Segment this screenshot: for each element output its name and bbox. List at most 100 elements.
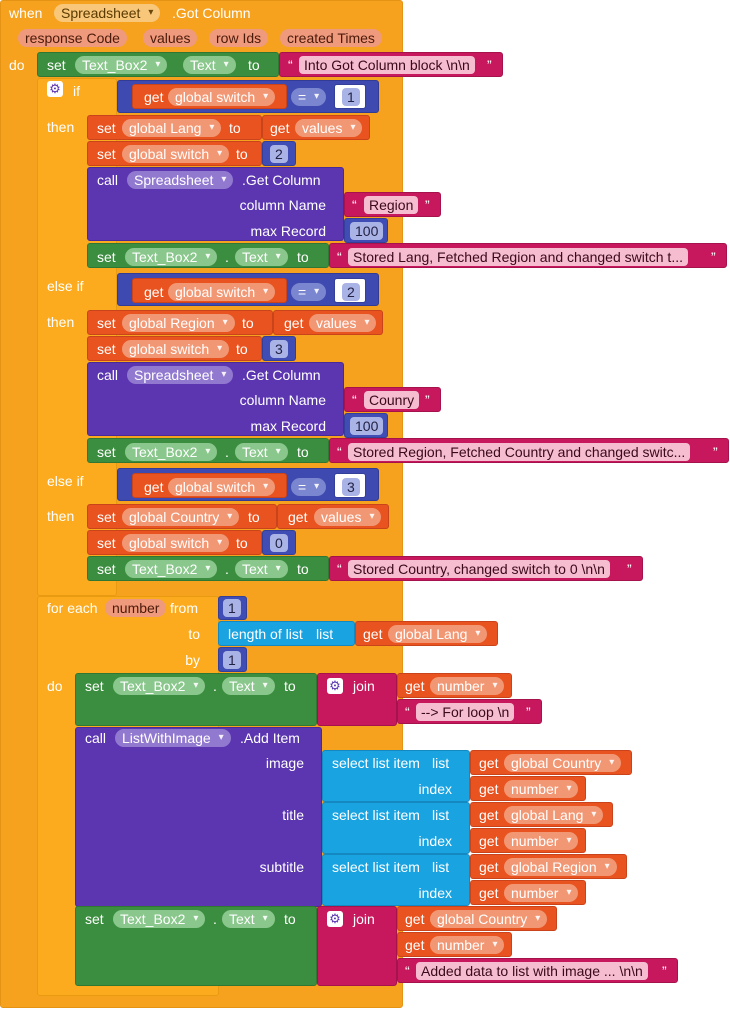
component-dropdown[interactable]: Text_Box2 <box>125 560 218 578</box>
variable-dropdown[interactable]: number <box>430 677 505 695</box>
quote-left: “ <box>337 249 342 265</box>
variable-dropdown[interactable]: global Country <box>504 754 622 772</box>
param-response-code[interactable]: response Code <box>18 29 127 47</box>
variable-dropdown[interactable]: global Country <box>430 910 548 928</box>
call-add-item-block[interactable] <box>75 727 322 907</box>
variable-dropdown[interactable]: values <box>295 119 363 137</box>
property-dropdown[interactable]: Text <box>222 910 275 928</box>
variable-dropdown[interactable]: global Lang <box>122 119 222 137</box>
operator-dropdown[interactable]: = <box>291 283 327 301</box>
string-for-loop[interactable]: --> For loop \n <box>416 703 515 721</box>
param-values[interactable]: values <box>143 29 198 47</box>
component-dropdown[interactable]: ListWithImage <box>115 729 231 747</box>
property-dropdown[interactable]: Text <box>222 677 275 695</box>
string-stored-country[interactable]: Stored Country, changed switch to 0 \n\n <box>348 560 610 578</box>
property-dropdown[interactable]: Text <box>235 560 288 578</box>
variable-dropdown[interactable]: global switch <box>168 478 276 496</box>
list-label: list <box>432 807 450 823</box>
number-literal[interactable]: 100 <box>350 417 384 435</box>
number-literal[interactable]: 3 <box>270 340 288 358</box>
variable-dropdown[interactable]: global Lang <box>504 806 604 824</box>
variable-dropdown[interactable]: values <box>309 314 377 332</box>
title-label: title <box>282 807 304 823</box>
get-keyword: get <box>405 911 425 927</box>
component-dropdown[interactable]: Text_Box2 <box>75 56 168 74</box>
get-keyword: get <box>144 89 164 105</box>
param-row-ids[interactable]: row Ids <box>209 29 269 47</box>
get-keyword: get <box>144 479 164 495</box>
to-keyword: to <box>297 249 309 265</box>
number-literal[interactable]: 1 <box>223 599 241 617</box>
component-dropdown[interactable]: Text_Box2 <box>125 443 218 461</box>
get-keyword: get <box>479 833 499 849</box>
variable-dropdown[interactable]: global Region <box>122 314 235 332</box>
get-keyword: get <box>479 755 499 771</box>
component-dropdown[interactable]: Text_Box2 <box>113 910 206 928</box>
component-dropdown[interactable]: Text_Box2 <box>113 677 206 695</box>
get-keyword: get <box>479 807 499 823</box>
component-dropdown[interactable]: Text_Box2 <box>125 248 218 266</box>
index-label: index <box>418 833 452 849</box>
length-of-list-block[interactable] <box>218 621 355 646</box>
string-stored-lang[interactable]: Stored Lang, Fetched Region and changed … <box>348 248 688 266</box>
number-literal[interactable]: 1 <box>342 88 360 106</box>
variable-dropdown[interactable]: global switch <box>168 283 276 301</box>
string-stored-region[interactable]: Stored Region, Fetched Country and chang… <box>348 443 691 461</box>
property-dropdown[interactable]: Text <box>183 56 236 74</box>
set-keyword: set <box>85 678 104 694</box>
number-literal[interactable]: 100 <box>350 222 384 240</box>
property-dropdown[interactable]: Text <box>235 248 288 266</box>
join-keyword: join <box>353 911 375 927</box>
param-created-times[interactable]: created Times <box>280 29 382 47</box>
component-dropdown[interactable]: Spreadsheet <box>127 366 234 384</box>
quote-left: “ <box>352 197 357 213</box>
mutator-gear-icon[interactable]: ⚙ <box>327 678 343 694</box>
event-component-dropdown[interactable]: Spreadsheet <box>54 4 161 22</box>
from-keyword: from <box>170 600 198 616</box>
string-region[interactable]: Region <box>364 196 419 214</box>
to-keyword: to <box>229 120 241 136</box>
property-dropdown[interactable]: Text <box>235 443 288 461</box>
loop-variable[interactable]: number <box>105 599 167 617</box>
variable-dropdown[interactable]: number <box>430 936 505 954</box>
component-dropdown[interactable]: Spreadsheet <box>127 171 234 189</box>
variable-dropdown[interactable]: number <box>504 832 579 850</box>
call-keyword: call <box>97 367 119 383</box>
to-keyword: to <box>236 146 248 162</box>
variable-dropdown[interactable]: number <box>504 884 579 902</box>
select-list-item-block[interactable] <box>322 854 470 906</box>
mutator-gear-icon[interactable]: ⚙ <box>327 911 343 927</box>
variable-dropdown[interactable]: global switch <box>122 340 230 358</box>
quote-left: “ <box>337 561 342 577</box>
quote-left: “ <box>352 392 357 408</box>
variable-dropdown[interactable]: global Country <box>122 508 240 526</box>
string-added-data[interactable]: Added data to list with image ... \n\n <box>416 962 648 980</box>
number-literal[interactable]: 0 <box>270 534 288 552</box>
set-keyword: set <box>97 561 116 577</box>
select-list-item-block[interactable] <box>322 750 470 802</box>
variable-dropdown[interactable]: number <box>504 780 579 798</box>
else-if-keyword: else if <box>47 473 84 489</box>
string-into-got-column[interactable]: Into Got Column block \n\n <box>299 56 475 74</box>
method-name: .Get Column <box>242 367 321 383</box>
variable-dropdown[interactable]: global switch <box>122 534 230 552</box>
select-list-item-block[interactable] <box>322 802 470 854</box>
variable-dropdown[interactable]: global switch <box>168 88 276 106</box>
variable-dropdown[interactable]: values <box>314 508 382 526</box>
variable-dropdown[interactable]: global Region <box>504 858 617 876</box>
operator-dropdown[interactable]: = <box>291 88 327 106</box>
number-literal[interactable]: 1 <box>223 651 241 669</box>
variable-dropdown[interactable]: global Lang <box>388 625 488 643</box>
number-literal[interactable]: 2 <box>270 145 288 163</box>
subtitle-label: subtitle <box>259 859 304 875</box>
number-literal[interactable]: 2 <box>342 283 360 301</box>
variable-dropdown[interactable]: global switch <box>122 145 230 163</box>
set-keyword: set <box>97 315 116 331</box>
operator-dropdown[interactable]: = <box>291 478 327 496</box>
index-label: index <box>418 781 452 797</box>
dot: . <box>225 249 229 265</box>
when-keyword: when <box>9 5 43 21</box>
mutator-gear-icon[interactable]: ⚙ <box>47 81 63 97</box>
number-literal[interactable]: 3 <box>342 478 360 496</box>
string-country[interactable]: Counry <box>364 391 420 409</box>
